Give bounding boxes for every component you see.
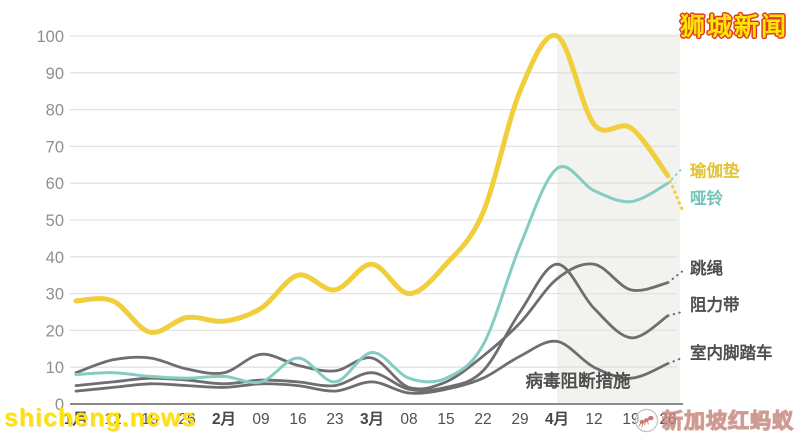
y-tick-label-100: 100 [36, 28, 64, 46]
x-tick-label-13: 4月 [545, 410, 569, 428]
series-line-indoor-bike [74, 339, 670, 395]
x-tick-label-9: 08 [400, 411, 417, 428]
x-tick-label-5: 09 [252, 411, 269, 428]
series-line-yoga-mat [73, 32, 671, 335]
series-line-resistance-band-partial [667, 311, 683, 317]
series-line-dumbbell [74, 165, 670, 385]
x-tick-label-8: 3月 [360, 410, 384, 428]
y-tick-label-20: 20 [46, 322, 64, 340]
y-tick-label-40: 40 [46, 249, 64, 267]
x-tick-label-16: 26 [659, 411, 676, 428]
watermark-red-ant-text: 新加坡红蚂蚁 [661, 409, 794, 433]
y-tick-label-80: 80 [46, 102, 64, 120]
series-label-dumbbell: 哑铃 [690, 188, 724, 208]
series-label-yoga-mat: 瑜伽垫 [690, 160, 740, 180]
series-label-jump-rope: 跳绳 [690, 258, 724, 278]
annotation-circuit-breaker: 病毒阻断措施 [526, 371, 631, 391]
y-tick-label-50: 50 [46, 212, 64, 230]
x-tick-label-6: 16 [289, 411, 306, 428]
x-tick-label-3: 26 [178, 411, 195, 428]
series-label-indoor-bike: 室内脚踏车 [690, 342, 773, 362]
red-ant-logo-icon [634, 408, 659, 433]
x-tick-label-0: 1月 [64, 410, 88, 428]
x-tick-label-4: 2月 [212, 410, 236, 428]
series-line-jump-rope [74, 262, 670, 391]
series-line-yoga-mat-partial [666, 174, 684, 211]
series-line-indoor-bike-partial [667, 357, 683, 365]
watermark-red-ant: 新加坡红蚂蚁 [634, 405, 794, 435]
x-tick-label-11: 22 [474, 411, 491, 428]
x-tick-label-1: 12 [104, 411, 121, 428]
x-tick-label-2: 19 [141, 411, 158, 428]
highlight-band-circuit-breaker [557, 34, 680, 404]
y-tick-label-30: 30 [46, 286, 64, 304]
x-tick-label-10: 15 [437, 411, 454, 428]
y-tick-label-10: 10 [46, 359, 64, 377]
y-tick-label-90: 90 [46, 65, 64, 83]
x-tick-label-15: 19 [622, 411, 639, 428]
x-tick-label-7: 23 [326, 411, 343, 428]
watermark-shicheng-xinwen: 狮城新闻 [679, 13, 788, 41]
watermark-shicheng-news: shicheng.news [4, 404, 197, 432]
y-tick-label-70: 70 [46, 138, 64, 156]
y-tick-label-0: 0 [55, 396, 64, 414]
series-label-resistance-band: 阻力带 [690, 295, 740, 315]
series-line-dumbbell-partial [667, 167, 683, 185]
x-tick-label-14: 12 [585, 411, 602, 428]
y-tick-label-60: 60 [46, 175, 64, 193]
x-tick-label-12: 29 [511, 411, 528, 428]
